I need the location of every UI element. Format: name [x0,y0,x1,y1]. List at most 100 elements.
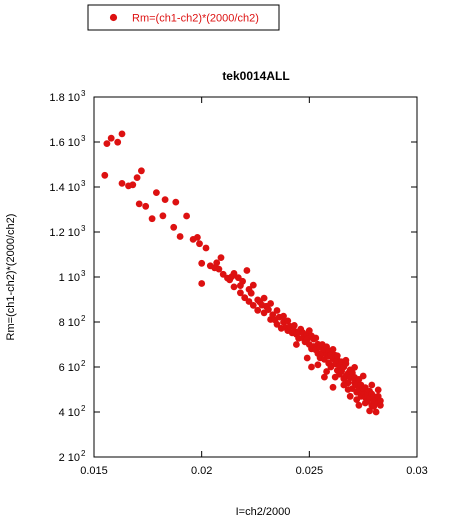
data-point [213,259,221,267]
y-tick-base: 10 [68,92,80,104]
y-tick-base: 10 [68,362,80,374]
data-point [359,372,367,380]
legend: Rm=(ch1-ch2)*(2000/ch2) [87,4,280,31]
y-tick-label: 1.8 10 [49,92,80,104]
y-tick-exponent: 3 [81,269,86,278]
data-point [329,383,337,391]
data-point [290,322,298,329]
data-point [107,134,115,142]
data-point [153,189,160,197]
legend-box [87,4,280,31]
data-point [249,281,257,289]
data-point [198,259,206,267]
x-tick-labels: 0.015 0.02 0.025 0.03 [80,465,427,477]
x-tick-label: 0.03 [406,465,427,477]
data-point [267,300,274,307]
data-point [254,306,262,314]
y-tick-label: 4 10 [59,407,80,419]
data-point [323,368,330,375]
data-point [247,289,255,297]
data-point [372,408,380,416]
data-point [230,283,238,291]
data-point [312,334,320,342]
data-point [351,364,358,371]
y-tick-mantissa: 1.8 [49,92,67,104]
y-tick-base: 10 [68,452,80,464]
data-point [217,254,225,261]
data-point [329,346,337,353]
y-tick-mantissa: 1.4 [49,182,67,194]
data-point [170,223,178,231]
data-point [260,294,268,302]
y-tick-exponent: 3 [81,224,86,233]
data-point [176,233,184,240]
data-point [245,298,253,305]
y-tick-mantissa: 1 [59,272,68,284]
data-point [135,200,143,208]
data-point [346,392,354,400]
plot-frame [93,96,418,458]
data-point [196,240,203,248]
y-tick-exponent: 3 [81,179,86,188]
y-tick-base: 10 [68,317,80,329]
data-point [142,202,150,210]
data-point [129,181,137,189]
data-point [353,396,361,403]
y-tick-label: 1 10 [59,272,80,284]
chart-title: tek0014ALL [222,69,289,83]
data-point [355,401,363,409]
y-tick-label: 8 10 [59,317,80,329]
y-tick-label: 1.4 10 [49,182,80,194]
y-tick-label: 2 10 [59,452,80,464]
data-point [280,312,287,320]
data-point [172,198,180,206]
y-tick-mantissa: 8 [59,317,68,329]
data-point [273,307,281,314]
y-tick-mantissa: 2 [59,452,68,464]
y-tick-base: 10 [68,137,80,149]
data-points [101,130,384,416]
y-tick-exponent: 2 [81,314,86,323]
data-point [321,373,328,381]
data-point [183,212,191,220]
data-point [340,381,348,389]
data-point [342,356,350,364]
x-tick-label: 0.015 [80,465,108,477]
legend-label: Rm=(ch1-ch2)*(2000/ch2) [132,13,259,25]
data-point [249,302,257,309]
data-point [344,386,352,393]
data-point [103,140,111,148]
y-tick-base: 10 [68,182,80,194]
y-tick-exponent: 2 [81,359,86,368]
data-point [237,289,244,297]
data-point [118,180,126,187]
data-point [265,306,272,313]
data-point [202,244,210,252]
data-point [303,354,311,362]
y-axis-label: Rm=(ch1-ch2)*(2000/ch2) [5,214,17,341]
y-tick-base: 10 [68,227,80,239]
y-tick-base: 10 [68,407,80,419]
x-tick-label: 0.02 [191,465,212,477]
y-tick-label: 1.2 10 [49,227,80,239]
data-point [374,386,382,394]
data-point [314,361,322,369]
y-tick-labels: 2 10 24 10 26 10 28 10 21 10 31.2 10 31.4 10 31… [49,89,86,464]
y-tick-exponent: 3 [81,134,86,143]
data-point [198,280,206,287]
data-point [101,171,109,179]
data-point [159,212,167,220]
y-tick-exponent: 2 [81,449,86,458]
y-tick-base: 10 [68,272,80,284]
y-tick-exponent: 3 [81,89,86,98]
data-point [239,277,247,285]
data-point [305,327,313,334]
y-tick-mantissa: 4 [59,407,68,419]
y-tick-mantissa: 6 [59,362,68,374]
data-point [361,399,369,407]
y-tick-label: 6 10 [59,362,80,374]
data-point [273,320,281,328]
y-tick-label: 1.6 10 [49,137,80,149]
data-point [194,234,201,241]
